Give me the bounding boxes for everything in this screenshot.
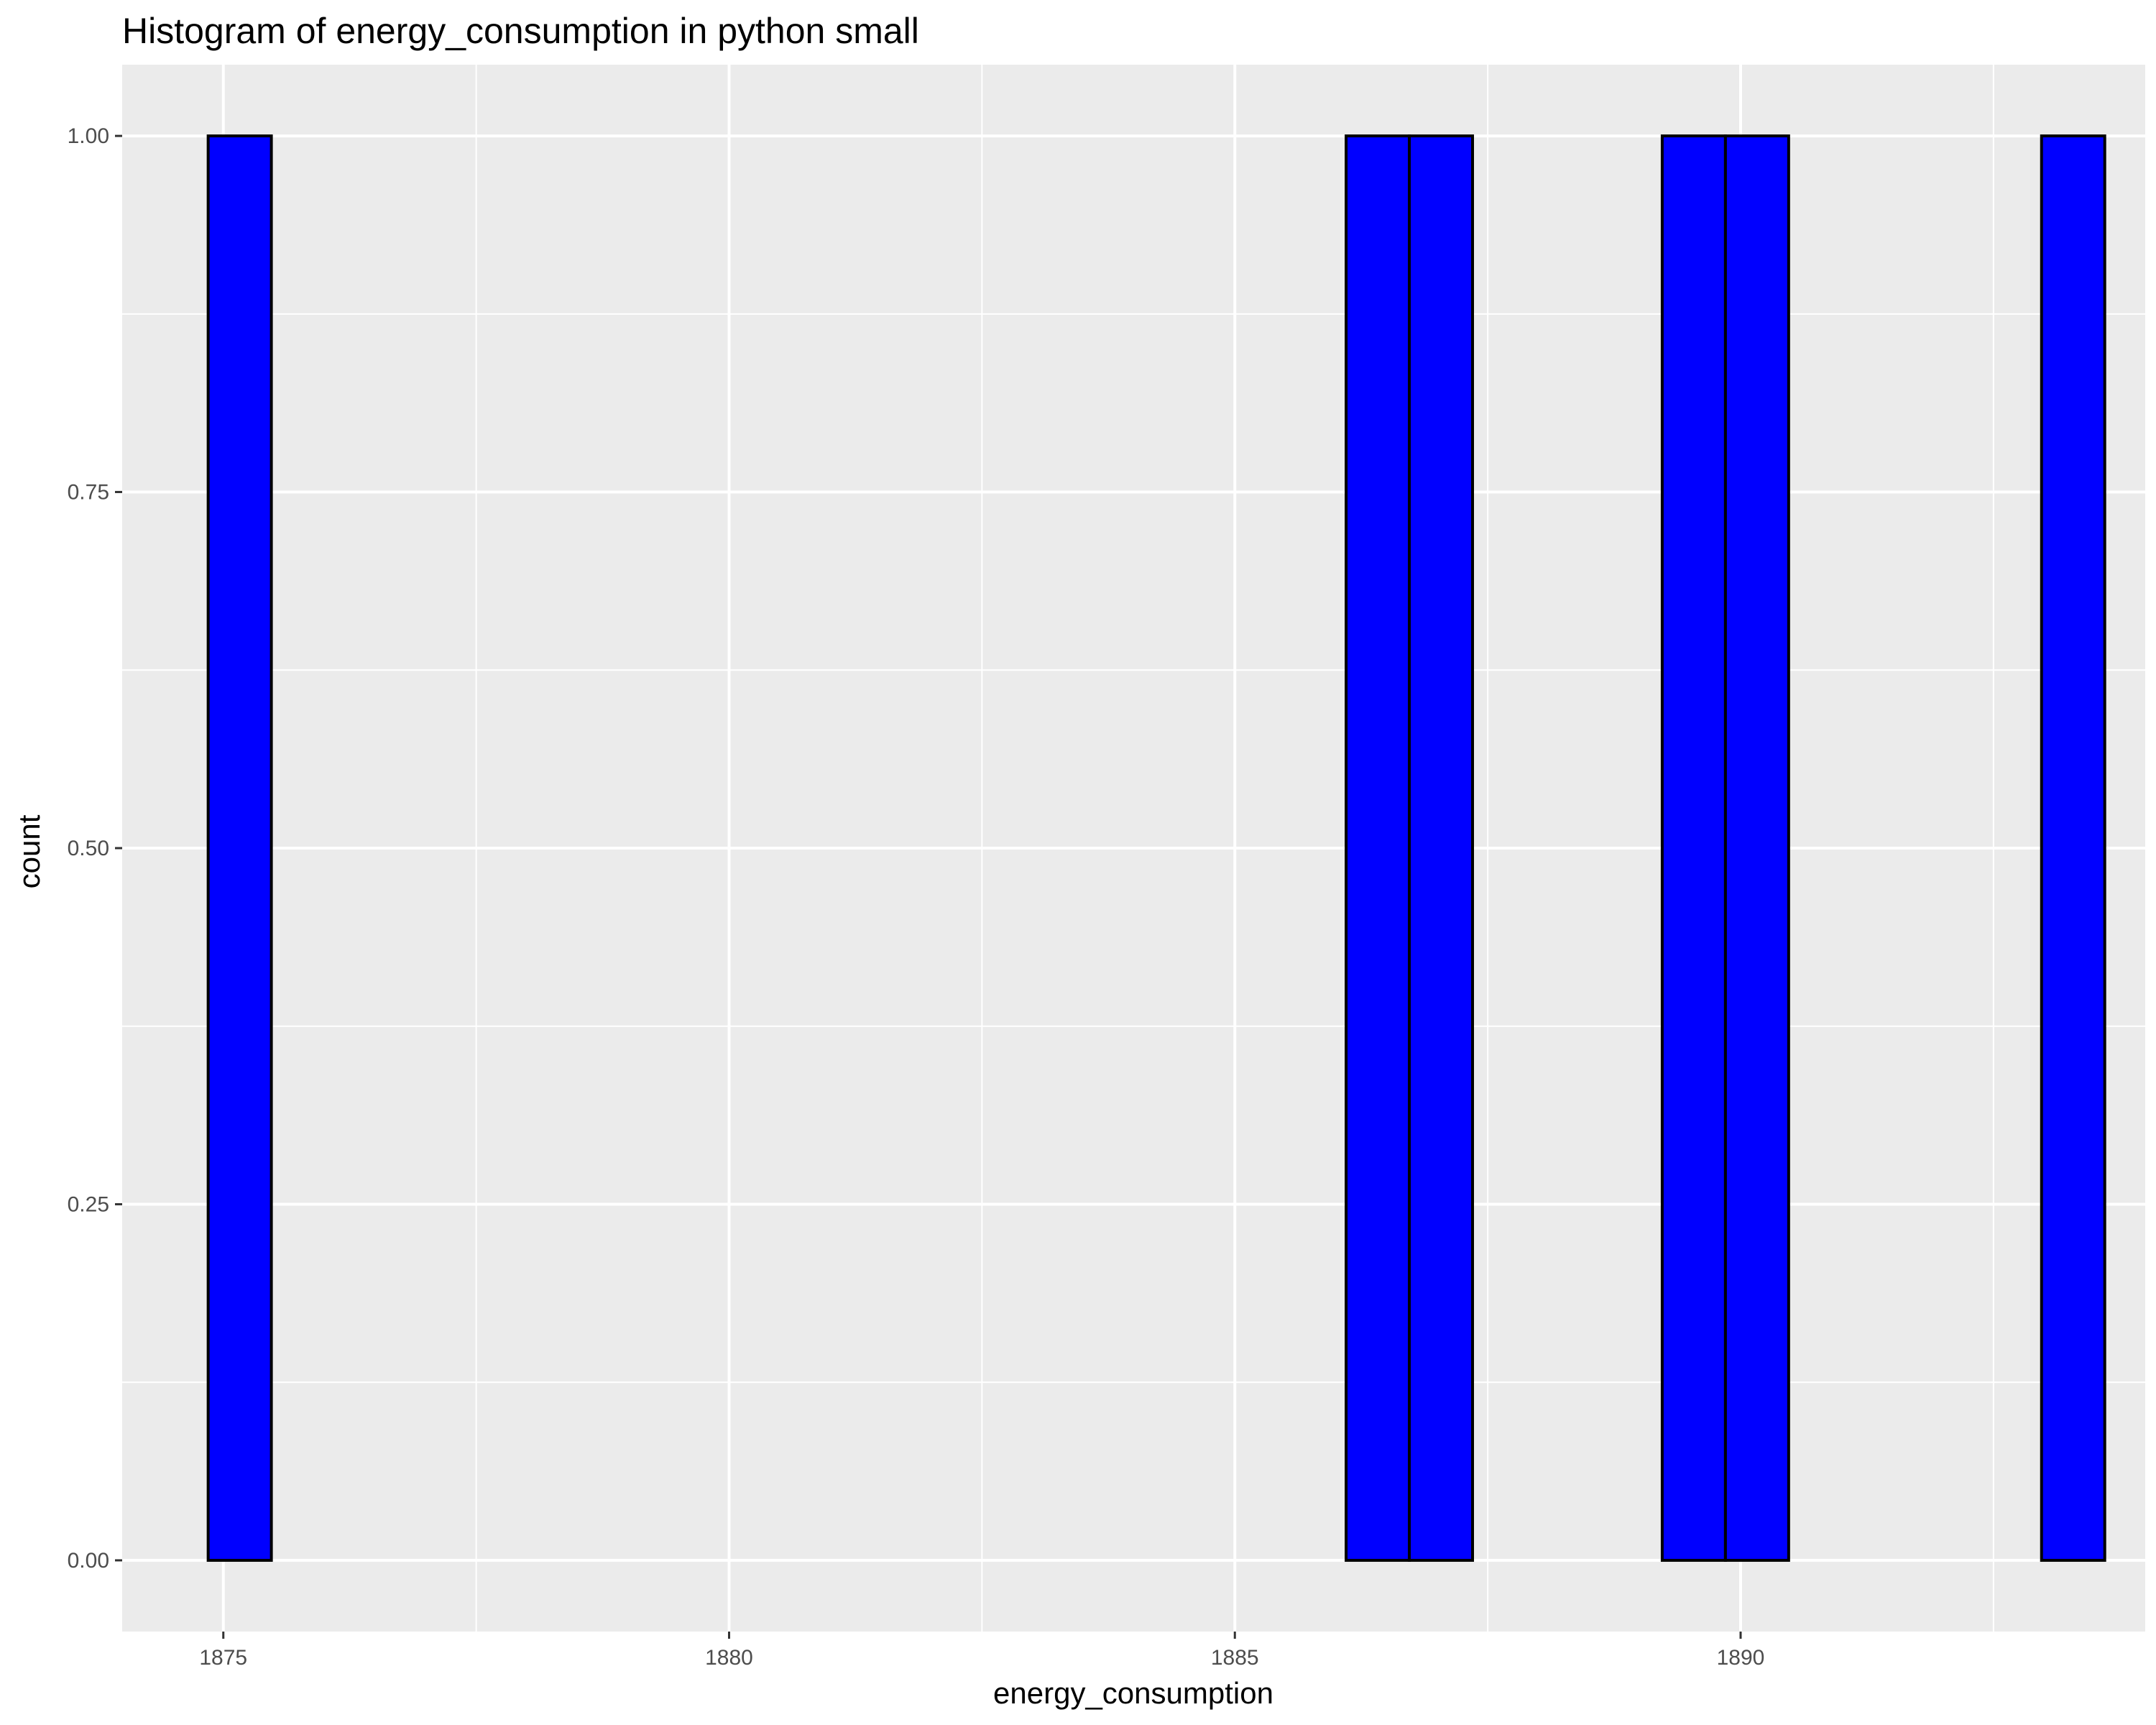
histogram-bar [206, 134, 273, 1562]
histogram-bar [1345, 134, 1411, 1562]
x-tick-label: 1885 [1211, 1646, 1259, 1670]
x-tick-label: 1875 [199, 1646, 247, 1670]
histogram-bar [2040, 134, 2106, 1562]
y-axis: 0.00 0.25 0.50 0.75 1.00 [68, 124, 122, 1573]
y-axis-title: count [12, 814, 46, 888]
y-tick-label: 0.75 [68, 481, 109, 505]
x-axis-title: energy_consumption [993, 1676, 1273, 1710]
histogram-bar [1723, 134, 1790, 1562]
y-tick-label: 0.00 [68, 1549, 109, 1573]
chart-title: Histogram of energy_consumption in pytho… [122, 11, 919, 51]
histogram-bars [206, 134, 2106, 1562]
y-tick-label: 0.25 [68, 1192, 109, 1216]
x-tick-label: 1880 [705, 1646, 753, 1670]
x-axis: 1875 1880 1885 1890 [199, 1632, 1764, 1670]
histogram-bar [1660, 134, 1727, 1562]
y-tick-label: 1.00 [68, 124, 109, 148]
x-tick-label: 1890 [1717, 1646, 1765, 1670]
y-tick-label: 0.50 [68, 837, 109, 860]
histogram-bar [1408, 134, 1475, 1562]
